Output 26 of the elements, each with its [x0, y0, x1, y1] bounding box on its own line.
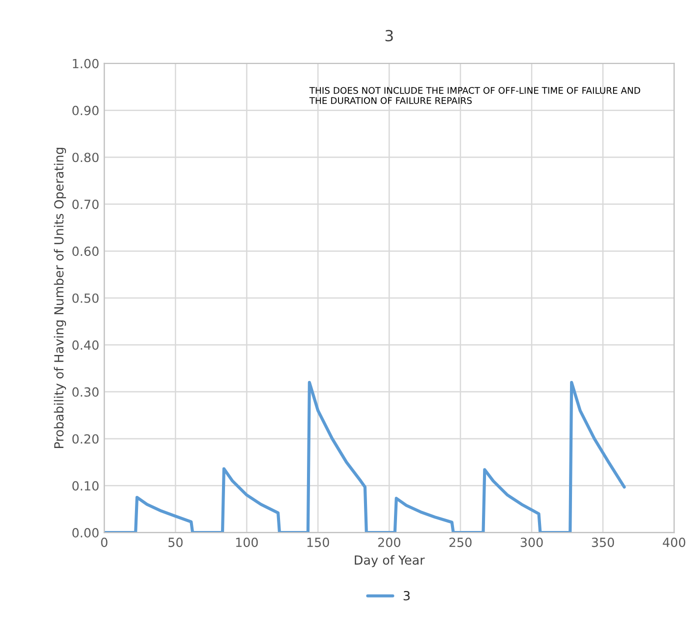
- line-series: [104, 380, 626, 533]
- y-tick-label: 0.00: [72, 528, 99, 538]
- x-tick-label: 50: [168, 538, 183, 548]
- x-tick-label: 100: [236, 538, 258, 548]
- x-axis-title: Day of Year: [354, 555, 425, 568]
- annotation: THIS DOES NOT INCLUDE THE IMPACT OF OFF-LINE TIME OF FAILURE AND THE DURATION OF FAILURE REPAIRS: [309, 87, 640, 104]
- x-tick-label: 350: [592, 538, 614, 548]
- x-tick-label: 0: [101, 538, 108, 548]
- y-tick-label: 0.50: [72, 293, 99, 303]
- x-tick-label: 400: [662, 538, 686, 548]
- y-axis-title: Probability of Having Number of Units Operating: [54, 148, 66, 448]
- y-tick-label: 0.80: [72, 152, 99, 162]
- y-tick-label: 0.30: [72, 387, 99, 397]
- chart-title: 3: [386, 30, 393, 42]
- y-tick-label: 1.00: [72, 58, 99, 68]
- y-tick-label: 0.20: [72, 434, 99, 444]
- y-tick-label: 0.90: [72, 106, 99, 116]
- x-tick-label: 250: [449, 538, 472, 548]
- legend-label: 3: [404, 590, 410, 600]
- y-tick-label: 0.60: [72, 246, 99, 256]
- y-tick-label: 0.70: [72, 200, 99, 210]
- x-tick-label: 300: [520, 538, 543, 548]
- y-tick-label: 0.40: [72, 340, 99, 350]
- x-tick-label: 200: [378, 538, 400, 548]
- x-tick-label: 150: [307, 538, 330, 548]
- y-tick-label: 0.10: [72, 481, 99, 491]
